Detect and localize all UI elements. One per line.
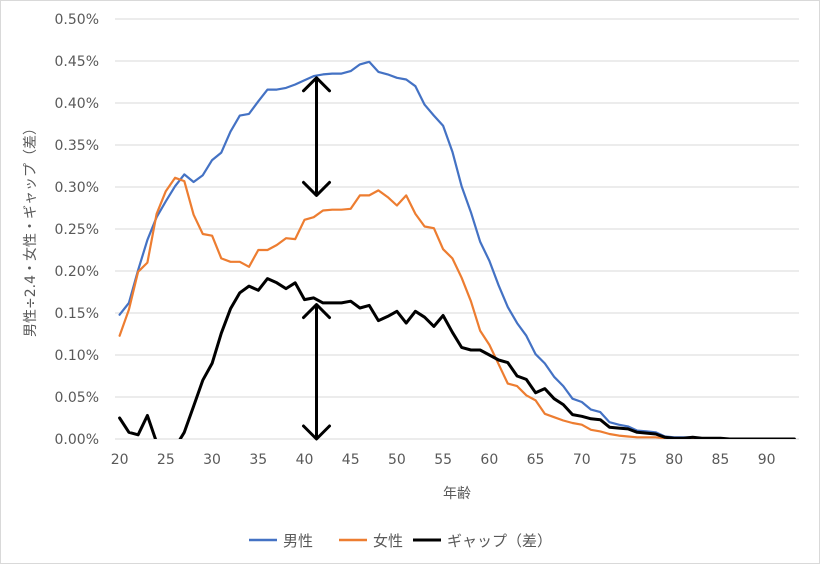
y-tick-label: 0.50%	[55, 12, 99, 28]
y-tick-label: 0.15%	[55, 306, 99, 322]
annotations	[302, 76, 332, 441]
series-line-1	[118, 60, 796, 439]
x-tick-label: 45	[342, 452, 360, 468]
y-tick-label: 0.30%	[55, 180, 99, 196]
annotation-arrowhead-down	[302, 424, 332, 441]
annotation-arrowhead-down	[302, 180, 332, 197]
y-tick-label: 0.40%	[55, 96, 99, 112]
y-axis-title: 男性÷2.4・女性・ギャップ（差）	[22, 121, 39, 337]
annotation-arrowhead-up	[302, 303, 332, 320]
series-lines	[118, 60, 796, 439]
x-tick-label: 85	[712, 452, 730, 468]
y-tick-label: 0.00%	[55, 432, 99, 448]
y-tick-label: 0.10%	[55, 348, 99, 364]
y-axis-ticks: 0.00% 0.05% 0.10% 0.15% 0.20% 0.25% 0.30% 0.35%…	[55, 12, 99, 448]
legend-label: 男性	[283, 532, 313, 550]
x-tick-label: 70	[573, 452, 591, 468]
series-line-2	[118, 176, 796, 439]
x-tick-label: 20	[111, 452, 129, 468]
y-tick-label: 0.25%	[55, 222, 99, 238]
y-tick-label: 0.45%	[55, 54, 99, 70]
legend-label: 女性	[373, 532, 403, 550]
legend-label: ギャップ（差）	[447, 532, 552, 550]
x-tick-label: 80	[665, 452, 683, 468]
x-tick-label: 65	[527, 452, 545, 468]
x-tick-label: 25	[157, 452, 175, 468]
x-tick-label: 60	[480, 452, 498, 468]
x-axis-title: 年齢	[443, 486, 471, 502]
x-tick-label: 35	[249, 452, 267, 468]
x-tick-label: 30	[203, 452, 221, 468]
x-axis-ticks: 20 25 30 35 40 45 50 55 60 65 70 75 80 85 90	[111, 452, 776, 468]
x-tick-label: 75	[619, 452, 637, 468]
y-tick-label: 0.35%	[55, 138, 99, 154]
series-line-3	[118, 277, 796, 439]
y-tick-label: 0.20%	[55, 264, 99, 280]
y-tick-label: 0.05%	[55, 390, 99, 406]
x-tick-label: 40	[296, 452, 314, 468]
x-tick-label: 55	[434, 452, 452, 468]
x-tick-label: 50	[388, 452, 406, 468]
x-tick-label: 90	[758, 452, 776, 468]
annotation-arrowhead-up	[302, 76, 332, 93]
legend: 男性 女性 ギャップ（差）	[249, 532, 552, 550]
